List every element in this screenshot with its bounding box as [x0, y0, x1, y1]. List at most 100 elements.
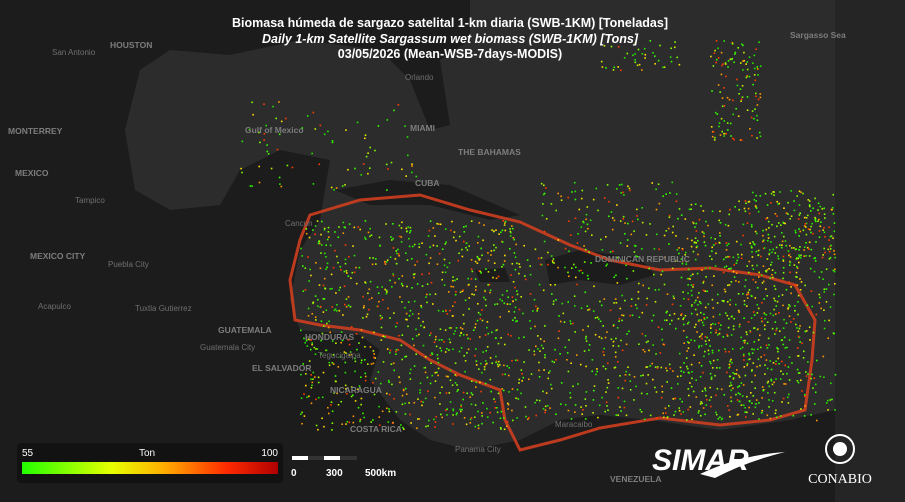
detection-pixel — [789, 305, 791, 307]
detection-pixel — [727, 224, 730, 227]
detection-pixel — [469, 396, 471, 398]
detection-pixel — [622, 314, 625, 317]
detection-pixel — [602, 325, 604, 327]
detection-pixel — [486, 321, 489, 323]
detection-pixel — [622, 215, 625, 218]
detection-pixel — [751, 369, 753, 371]
detection-pixel — [608, 215, 610, 218]
detection-pixel — [773, 308, 775, 311]
detection-pixel — [420, 324, 422, 327]
detection-pixel — [320, 233, 322, 236]
detection-pixel — [484, 298, 487, 301]
detection-pixel — [387, 307, 389, 310]
detection-pixel — [613, 219, 616, 222]
detection-pixel — [773, 381, 775, 384]
detection-pixel — [477, 303, 479, 305]
detection-pixel — [409, 230, 412, 232]
detection-pixel — [263, 133, 266, 135]
detection-pixel — [413, 365, 416, 367]
detection-pixel — [696, 331, 698, 333]
detection-pixel — [771, 223, 773, 226]
detection-pixel — [575, 266, 577, 269]
detection-pixel — [498, 233, 500, 235]
detection-pixel — [687, 388, 690, 390]
detection-pixel — [581, 189, 584, 192]
detection-pixel — [358, 342, 360, 344]
detection-pixel — [322, 371, 325, 374]
detection-pixel — [755, 92, 757, 95]
detection-pixel — [545, 187, 547, 189]
detection-pixel — [370, 234, 373, 236]
detection-pixel — [454, 382, 457, 384]
detection-pixel — [434, 421, 437, 423]
detection-pixel — [285, 117, 287, 120]
detection-pixel — [682, 291, 684, 293]
detection-pixel — [810, 377, 812, 380]
detection-pixel — [666, 310, 668, 313]
detection-pixel — [508, 367, 510, 369]
detection-pixel — [784, 222, 786, 225]
detection-pixel — [348, 343, 351, 346]
detection-pixel — [755, 206, 757, 208]
detection-pixel — [596, 368, 598, 370]
detection-pixel — [599, 300, 601, 303]
detection-pixel — [323, 277, 326, 280]
detection-pixel — [728, 350, 730, 353]
detection-pixel — [511, 359, 513, 362]
detection-pixel — [784, 364, 786, 367]
detection-pixel — [589, 219, 592, 222]
detection-pixel — [534, 248, 537, 251]
detection-pixel — [458, 350, 461, 353]
detection-pixel — [538, 399, 541, 402]
detection-pixel — [691, 371, 693, 373]
detection-pixel — [251, 185, 253, 187]
detection-pixel — [373, 356, 375, 359]
detection-pixel — [704, 335, 707, 338]
detection-pixel — [312, 183, 315, 185]
detection-pixel — [304, 289, 307, 291]
eez-outline — [288, 193, 817, 452]
detection-pixel — [751, 225, 753, 228]
detection-pixel — [775, 305, 778, 307]
detection-pixel — [704, 244, 707, 247]
detection-pixel — [711, 246, 713, 249]
detection-pixel — [771, 400, 774, 402]
detection-pixel — [755, 403, 757, 405]
detection-pixel — [691, 305, 693, 307]
detection-pixel — [756, 287, 759, 289]
detection-pixel — [538, 283, 541, 286]
detection-pixel — [673, 414, 675, 416]
detection-pixel — [588, 308, 591, 311]
detection-pixel — [328, 320, 330, 323]
detection-pixel — [744, 210, 747, 213]
detection-pixel — [804, 223, 807, 225]
detection-pixel — [729, 360, 731, 363]
detection-pixel — [364, 220, 367, 222]
detection-pixel — [760, 317, 763, 320]
detection-pixel — [721, 300, 724, 302]
detection-pixel — [248, 128, 251, 131]
detection-pixel — [400, 344, 403, 347]
detection-pixel — [395, 325, 397, 328]
detection-pixel — [660, 273, 662, 276]
detection-pixel — [809, 228, 811, 231]
detection-pixel — [333, 392, 335, 394]
detection-pixel — [481, 415, 483, 417]
detection-pixel — [563, 321, 566, 323]
detection-pixel — [744, 200, 747, 202]
detection-pixel — [501, 229, 504, 232]
detection-pixel — [635, 304, 637, 306]
detection-pixel — [796, 347, 799, 349]
detection-pixel — [691, 294, 693, 297]
detection-pixel — [444, 329, 447, 331]
detection-pixel — [726, 244, 728, 247]
detection-pixel — [479, 270, 482, 273]
detection-pixel — [355, 333, 358, 335]
detection-pixel — [512, 319, 514, 321]
detection-pixel — [607, 379, 609, 381]
detection-pixel — [749, 331, 752, 333]
detection-pixel — [796, 267, 799, 269]
detection-pixel — [391, 383, 393, 386]
detection-pixel — [673, 313, 676, 315]
detection-pixel — [734, 53, 736, 55]
